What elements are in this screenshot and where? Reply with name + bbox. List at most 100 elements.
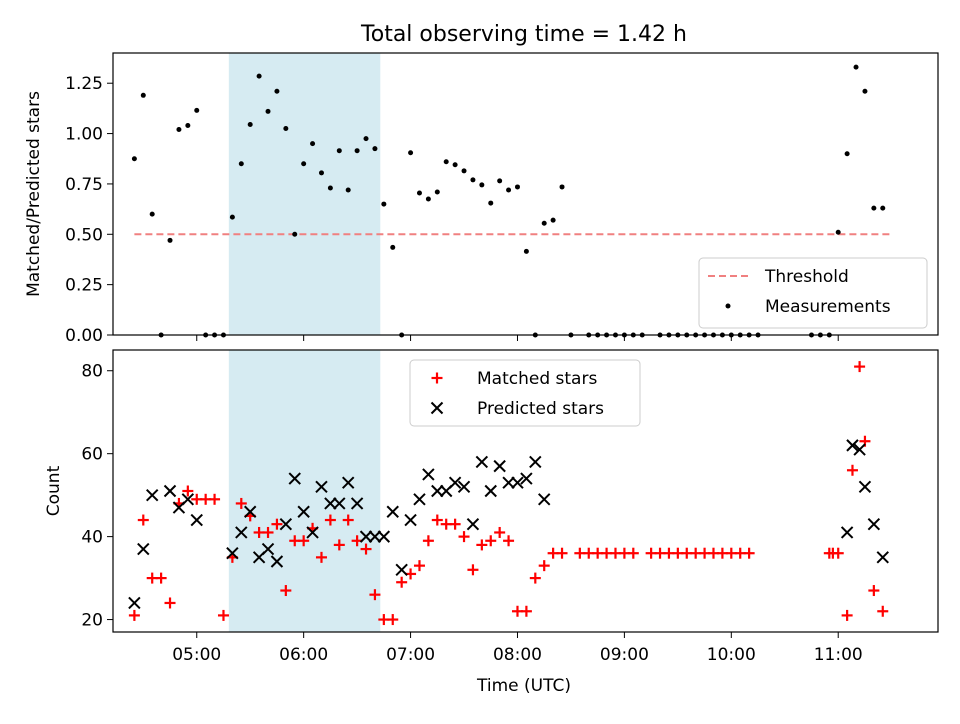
bottom-y-tick-label: 60 — [81, 445, 103, 465]
matched-star-point — [877, 605, 889, 617]
chart-title: Total observing time = 1.42 h — [360, 22, 687, 47]
predicted-star-point — [128, 596, 141, 610]
top-y-tick-label: 0.00 — [65, 326, 103, 346]
measurement-point — [336, 148, 342, 154]
matched-star-point — [422, 535, 434, 547]
measurement-point — [318, 170, 324, 176]
measurement-point — [372, 146, 378, 152]
measurement-point — [301, 161, 307, 167]
matched-star-point — [841, 609, 853, 621]
measurement-point — [844, 151, 850, 157]
matched-star-point — [627, 547, 639, 559]
predicted-star-point — [350, 497, 364, 510]
measurement-point — [408, 150, 414, 156]
matched-star-point — [396, 576, 408, 588]
measurement-point — [345, 187, 351, 193]
matched-star-point — [360, 543, 372, 555]
matched-star-point — [413, 560, 425, 572]
measurement-point — [871, 205, 877, 211]
x-axis-label: Time (UTC) — [476, 676, 571, 696]
x-tick-label: 05:00 — [172, 645, 221, 665]
matched-star-point — [485, 535, 497, 547]
matched-star-point — [235, 497, 247, 509]
bottom-y-axis-ticks: 20 40 60 80 — [81, 362, 113, 631]
top-y-tick-label: 0.75 — [65, 175, 103, 195]
bottom-y-tick-label: 80 — [81, 362, 103, 382]
matched-star-point — [494, 526, 506, 538]
predicted-star-point — [413, 493, 426, 506]
top-highlight-span — [228, 53, 381, 335]
legend-measurements-swatch — [725, 303, 731, 309]
matched-star-point — [846, 464, 858, 476]
legend-matched-label: Matched stars — [477, 369, 597, 389]
measurement-point — [514, 184, 520, 190]
matched-star-point — [467, 564, 479, 576]
measurement-point — [149, 211, 155, 217]
predicted-star-point — [502, 476, 515, 489]
measurement-point — [461, 168, 467, 174]
predicted-star-point — [520, 472, 533, 485]
predicted-star-point — [137, 542, 150, 556]
bottom-legend-box — [409, 359, 641, 427]
measurement-point — [853, 64, 859, 70]
predicted-star-point — [840, 526, 854, 539]
measurement-point — [238, 161, 244, 167]
measurement-point — [425, 196, 431, 202]
measurement-point — [229, 214, 235, 220]
legend-matched-marker — [431, 372, 443, 384]
matched-star-point — [449, 518, 461, 530]
measurement-points — [131, 64, 886, 338]
top-y-tick-label: 0.25 — [65, 276, 103, 296]
predicted-star-point — [457, 480, 471, 494]
measurement-point — [283, 126, 289, 132]
predicted-star-point — [359, 530, 373, 543]
measurement-point — [506, 187, 512, 193]
measurement-point — [131, 156, 137, 162]
predicted-star-point — [270, 555, 284, 568]
predicted-star-point — [226, 546, 239, 560]
legend-measurements-label: Measurements — [765, 297, 891, 317]
matched-star-point — [854, 361, 866, 373]
measurement-point — [327, 185, 333, 191]
matched-star-point — [262, 526, 274, 538]
measurement-point — [363, 136, 369, 142]
measurement-point — [310, 141, 316, 147]
measurement-point — [274, 88, 280, 94]
measurement-point — [194, 107, 200, 113]
predicted-star-point — [181, 493, 195, 506]
predicted-star-point — [431, 484, 444, 498]
matched-star-point — [538, 560, 550, 572]
predicted-star-point — [538, 493, 551, 506]
x-tick-label: 09:00 — [600, 645, 649, 665]
predicted-star-point — [395, 563, 408, 577]
matched-star-point — [369, 589, 381, 601]
top-y-axis-label: Matched/Predicted stars — [24, 91, 44, 297]
legend-matched-swatch — [431, 372, 443, 384]
measurement-point — [176, 127, 182, 133]
predicted-star-point — [422, 468, 435, 481]
measurement-point — [550, 217, 556, 223]
predicted-star-point — [235, 526, 248, 539]
predicted-star-point — [867, 517, 881, 531]
measurement-point — [381, 201, 387, 207]
predicted-star-point — [341, 476, 355, 489]
matched-star-point — [271, 518, 283, 530]
top-legend: Threshold Measurements — [698, 257, 928, 329]
predicted-star-point — [333, 497, 346, 510]
top-y-tick-label: 0.50 — [65, 225, 103, 245]
matched-star-point — [458, 531, 470, 543]
matched-star-point — [217, 609, 229, 621]
predicted-star-point — [279, 517, 293, 531]
measurement-point — [185, 123, 191, 129]
measurement-point — [452, 162, 458, 168]
matched-star-point — [209, 493, 221, 505]
matched-star-point — [342, 514, 354, 526]
measurement-point — [256, 73, 262, 79]
measurement-point — [559, 184, 565, 190]
legend-predicted-label: Predicted stars — [477, 399, 604, 419]
measurement-point — [470, 177, 476, 183]
predicted-star-point — [484, 484, 497, 498]
x-tick-label: 11:00 — [814, 645, 863, 665]
matched-star-point — [298, 535, 310, 547]
measurement-point — [354, 148, 360, 154]
